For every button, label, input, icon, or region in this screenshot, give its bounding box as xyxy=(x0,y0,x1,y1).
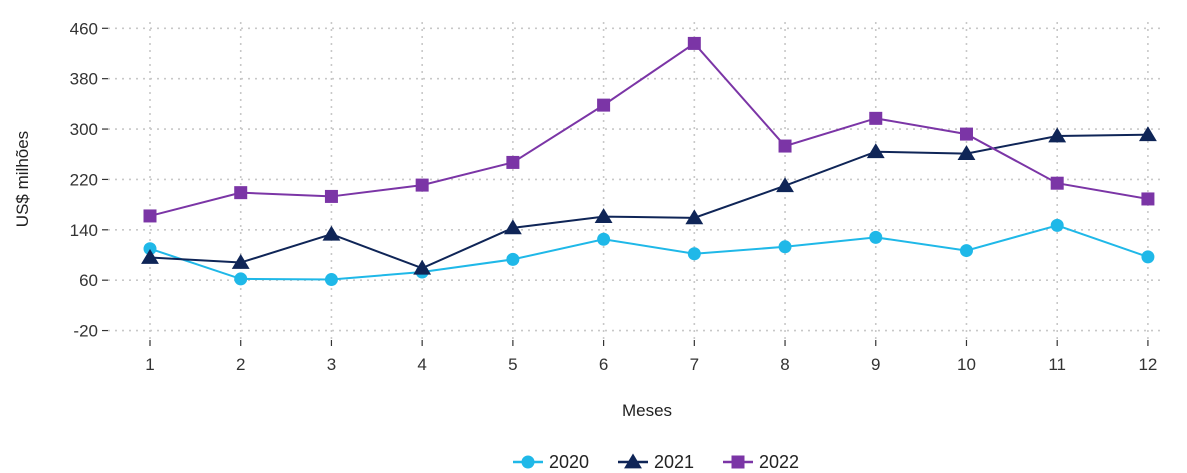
data-point-2021 xyxy=(413,259,432,275)
data-point-2022 xyxy=(597,98,611,112)
series-2020 xyxy=(143,218,1155,287)
series-2022 xyxy=(143,36,1155,223)
legend-swatch-marker xyxy=(731,455,745,469)
data-point-2021 xyxy=(1048,127,1067,143)
x-tick-label: 7 xyxy=(690,355,699,374)
data-point-2022 xyxy=(687,36,701,50)
data-point-2021 xyxy=(957,145,976,160)
series-line-2020 xyxy=(149,224,1149,281)
y-axis-title: US$ milhões xyxy=(13,131,32,227)
y-axis-ticks: -20 60 140 220 300 380 460 xyxy=(70,19,108,341)
x-tick-label: 3 xyxy=(327,355,336,374)
x-axis-ticks: 1 2 3 4 5 6 7 8 9 10 11 12 xyxy=(145,340,1157,374)
data-point-2022 xyxy=(1141,192,1155,206)
data-point-2021 xyxy=(231,254,250,269)
data-point-2020 xyxy=(869,230,883,244)
x-tick-label: 9 xyxy=(871,355,880,374)
legend-swatch-marker xyxy=(521,455,535,469)
data-point-2022 xyxy=(143,209,157,223)
y-tick-label: -20 xyxy=(73,322,98,341)
x-tick-label: 8 xyxy=(780,355,789,374)
y-tick-label: 140 xyxy=(70,221,98,240)
data-point-2020 xyxy=(959,244,973,258)
series-line-2021 xyxy=(149,133,1148,270)
x-tick-label: 11 xyxy=(1048,355,1066,374)
data-point-2020 xyxy=(597,232,611,246)
series-2021 xyxy=(141,126,1157,275)
legend-item-2020: 2020 xyxy=(513,452,589,472)
data-point-2022 xyxy=(1050,176,1064,190)
data-point-2022 xyxy=(506,155,520,169)
legend-item-2021: 2021 xyxy=(618,452,694,472)
y-tick-label: 380 xyxy=(70,70,98,89)
legend-label: 2020 xyxy=(549,452,589,472)
y-tick-label: 220 xyxy=(70,170,98,189)
x-tick-label: 6 xyxy=(599,355,608,374)
data-point-2020 xyxy=(687,247,701,261)
x-tick-label: 12 xyxy=(1138,355,1157,374)
data-point-2020 xyxy=(143,242,157,256)
data-point-2022 xyxy=(869,111,883,125)
data-point-2020 xyxy=(506,252,520,266)
legend-label: 2021 xyxy=(654,452,694,472)
x-tick-label: 2 xyxy=(236,355,245,374)
data-point-2021 xyxy=(685,209,704,225)
data-point-2021 xyxy=(776,177,794,193)
data-point-2020 xyxy=(234,272,248,286)
legend-item-2022: 2022 xyxy=(723,452,799,472)
data-point-2021 xyxy=(141,249,159,264)
y-tick-label: 300 xyxy=(70,120,98,139)
data-point-2022 xyxy=(234,186,248,200)
data-point-2020 xyxy=(778,240,792,254)
data-point-2022 xyxy=(324,189,338,203)
legend: 2020 2021 2022 xyxy=(513,452,799,472)
x-tick-label: 4 xyxy=(417,355,426,374)
y-tick-label: 60 xyxy=(79,271,98,290)
series-line-2022 xyxy=(149,42,1149,217)
x-tick-label: 10 xyxy=(957,355,976,374)
data-point-2020 xyxy=(324,273,338,287)
data-point-2022 xyxy=(415,178,429,192)
legend-label: 2022 xyxy=(759,452,799,472)
data-point-2022 xyxy=(959,127,973,141)
series-group xyxy=(141,36,1157,287)
data-point-2021 xyxy=(866,143,885,159)
data-point-2021 xyxy=(1138,126,1157,142)
x-tick-label: 5 xyxy=(508,355,517,374)
data-point-2021 xyxy=(594,208,613,223)
data-point-2021 xyxy=(503,219,522,235)
data-point-2022 xyxy=(778,139,792,153)
data-point-2021 xyxy=(322,225,341,241)
x-tick-label: 1 xyxy=(145,355,154,374)
y-tick-label: 460 xyxy=(70,19,98,38)
legend-swatch-marker xyxy=(624,453,642,469)
data-point-2020 xyxy=(1141,250,1155,264)
x-axis-title: Meses xyxy=(622,401,672,420)
data-point-2020 xyxy=(1050,218,1064,232)
grid xyxy=(108,22,1160,340)
